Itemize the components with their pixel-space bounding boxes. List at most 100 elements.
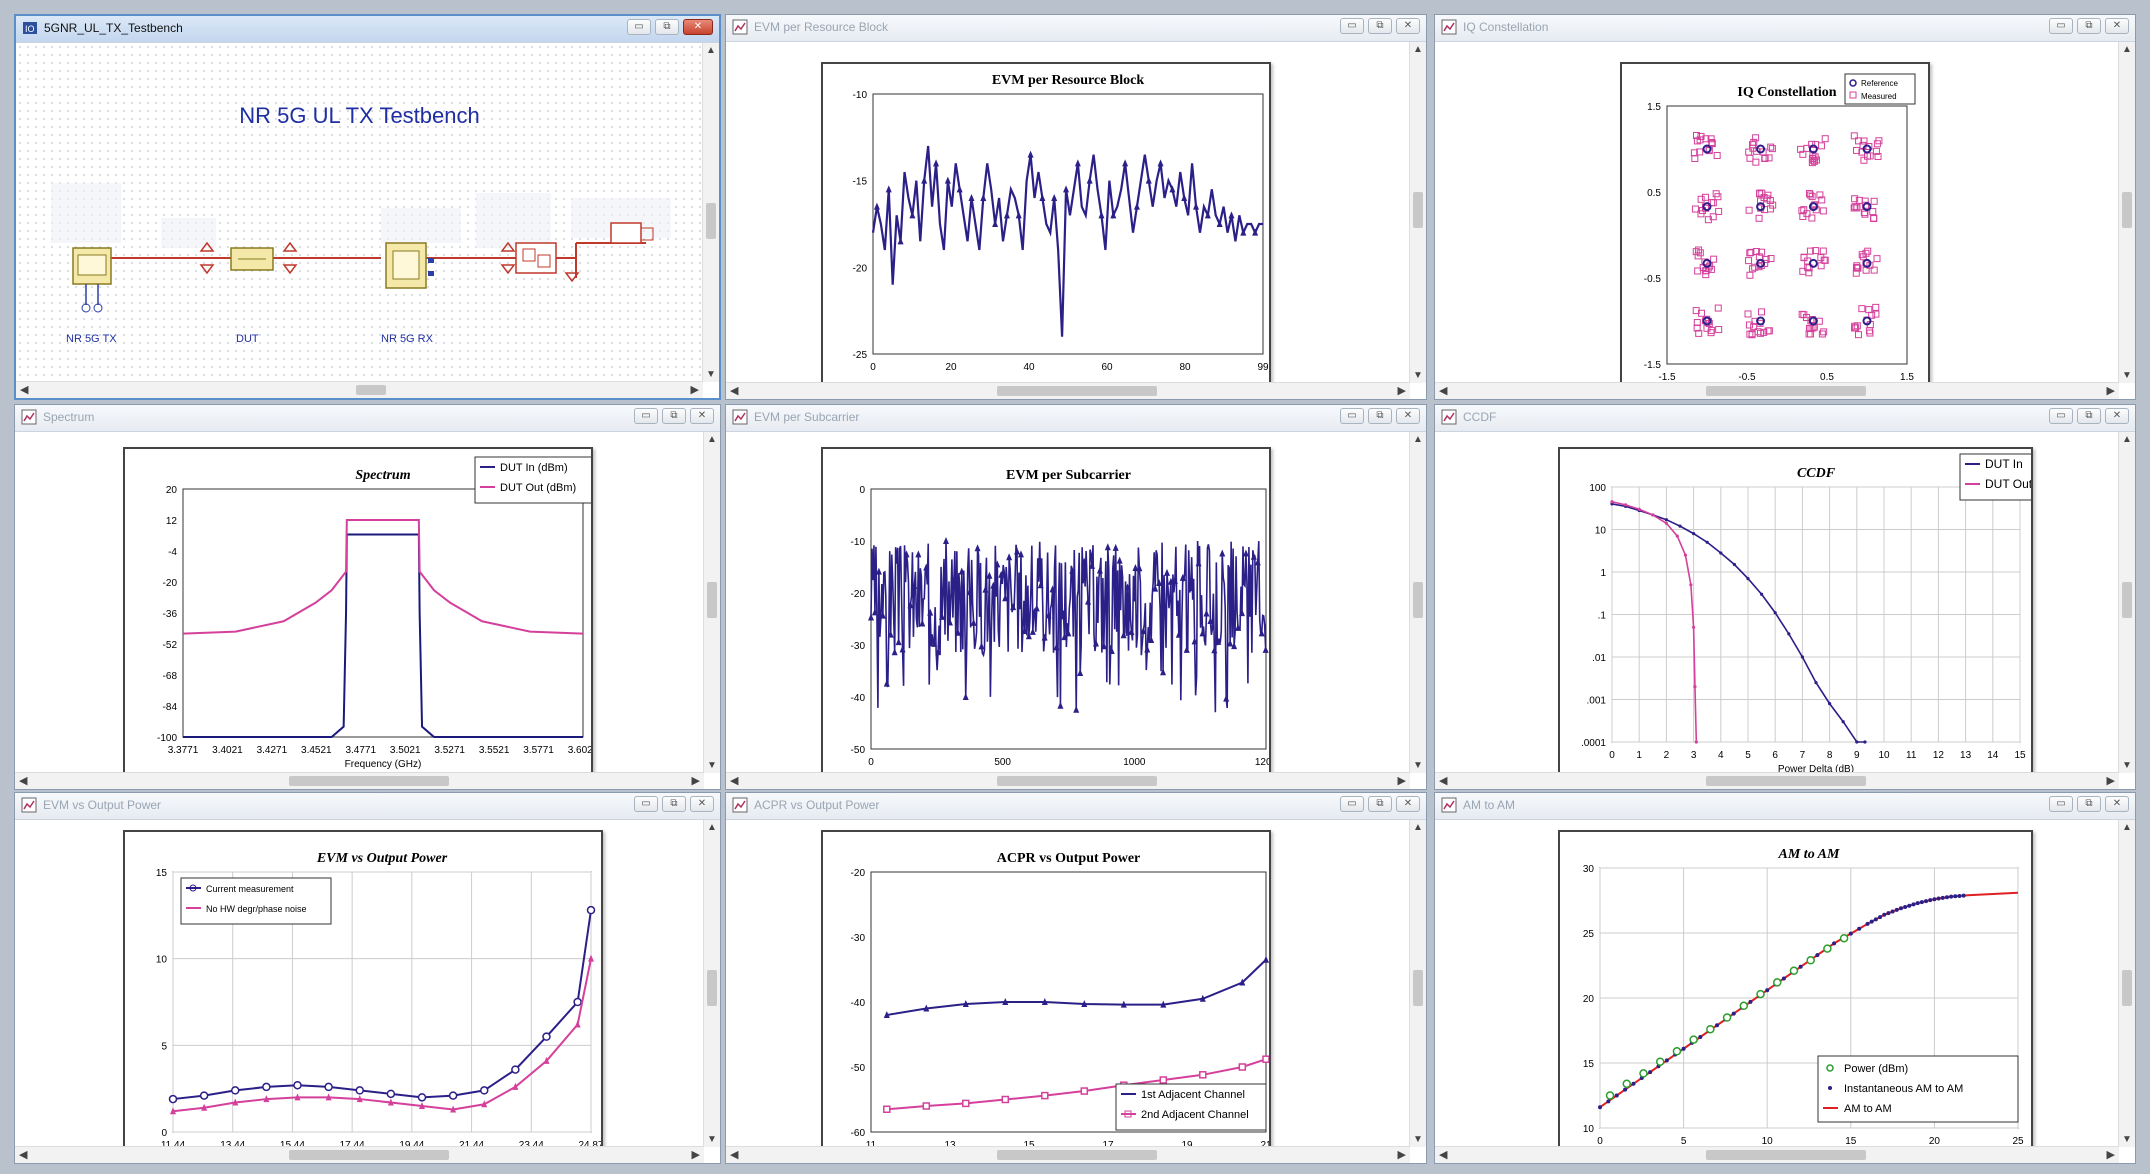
minimize-button[interactable]: ▭: [1340, 18, 1364, 34]
minimize-button[interactable]: ▭: [2049, 796, 2073, 812]
data-point: [586, 905, 596, 915]
horizontal-scrollbar[interactable]: ◀ ▶: [1435, 382, 2119, 399]
window-titlebar[interactable]: CCDF ▭ ⧉ ✕: [1435, 405, 2135, 432]
window-titlebar[interactable]: EVM per Subcarrier ▭ ⧉ ✕: [726, 405, 1426, 432]
data-point: [1841, 720, 1845, 724]
evm-per-subcarrier-window[interactable]: EVM per Subcarrier ▭ ⧉ ✕ EVM per Subcarrier 0…: [725, 404, 1427, 790]
power-point: [1806, 956, 1815, 965]
measured-point: [1858, 251, 1866, 259]
schematic-window[interactable]: IO 5GNR_UL_TX_Testbench ▭ ⧉ ✕ NR 5G UL T…: [14, 14, 721, 400]
horizontal-scrollbar[interactable]: ◀ ▶: [726, 1146, 1410, 1163]
am-to-am-window[interactable]: AM to AM ▭ ⧉ ✕ AM to AM 0 5 10 15 20 25 30 25 20 15 10 P…: [1434, 792, 2136, 1164]
data-point: [1061, 633, 1068, 641]
data-point: [1136, 564, 1143, 572]
measured-point: [1713, 151, 1721, 159]
window-titlebar[interactable]: IQ Constellation ▭ ⧉ ✕: [1435, 15, 2135, 42]
minimize-button[interactable]: ▭: [2049, 18, 2073, 34]
vertical-scrollbar[interactable]: ▲ ▼: [702, 43, 719, 382]
minimize-button[interactable]: ▭: [1340, 796, 1364, 812]
maximize-button[interactable]: ⧉: [1368, 18, 1392, 34]
measured-point: [1707, 326, 1715, 334]
window-titlebar[interactable]: ACPR vs Output Power ▭ ⧉ ✕: [726, 793, 1426, 820]
plot-frame: IQ Constellation -1.5 -0.5 0.5 1.5 1.5 0.5 -0.5…: [1620, 62, 1930, 392]
reference-point: [1756, 202, 1766, 212]
vertical-scrollbar[interactable]: ▲ ▼: [1409, 820, 1426, 1147]
iq-constellation-window[interactable]: IQ Constellation ▭ ⧉ ✕ IQ Constellation -1.5-…: [1434, 14, 2136, 400]
ccdf-window[interactable]: CCDF ▭ ⧉ ✕ CCDF 0 1 2 3 4 5 6 7 8 9 10 11 12 13 14 15 100 10 1.…: [1434, 404, 2136, 790]
data-point: [1128, 627, 1135, 635]
data-point: [1140, 627, 1147, 635]
horizontal-scrollbar[interactable]: ◀ ▶: [1435, 772, 2119, 789]
minimize-button[interactable]: ▭: [634, 408, 658, 424]
y-tick-label: -10: [853, 90, 868, 101]
maximize-button[interactable]: ⧉: [662, 796, 686, 812]
vertical-scrollbar[interactable]: ▲ ▼: [703, 432, 720, 773]
minimize-button[interactable]: ▭: [634, 796, 658, 812]
maximize-button[interactable]: ⧉: [662, 408, 686, 424]
window-titlebar[interactable]: EVM vs Output Power ▭ ⧉ ✕: [15, 793, 720, 820]
data-point: [1039, 194, 1046, 201]
x-tick-label: 17: [1102, 1140, 1114, 1151]
close-button[interactable]: ✕: [690, 408, 714, 424]
vertical-scrollbar[interactable]: ▲ ▼: [2118, 42, 2135, 383]
close-button[interactable]: ✕: [1396, 408, 1420, 424]
close-button[interactable]: ✕: [1396, 18, 1420, 34]
legend-marker: [189, 884, 197, 892]
data-point: [962, 999, 969, 1007]
horizontal-scrollbar[interactable]: ◀ ▶: [15, 1146, 704, 1163]
data-point: [1057, 701, 1064, 709]
maximize-button[interactable]: ⧉: [1368, 408, 1392, 424]
x-tick-label: 3.3771: [168, 745, 199, 756]
window-titlebar[interactable]: Spectrum ▭ ⧉ ✕: [15, 405, 720, 432]
data-point: [542, 1032, 551, 1041]
schematic-titlebar[interactable]: IO 5GNR_UL_TX_Testbench ▭ ⧉ ✕: [16, 16, 719, 43]
measured-point: [1768, 145, 1776, 153]
maximize-button[interactable]: ⧉: [2077, 18, 2101, 34]
horizontal-scrollbar[interactable]: ◀ ▶: [1435, 1146, 2119, 1163]
horizontal-scrollbar[interactable]: ◀ ▶: [726, 772, 1410, 789]
vertical-scrollbar[interactable]: ▲ ▼: [1409, 42, 1426, 383]
close-button[interactable]: ✕: [690, 796, 714, 812]
evm-vs-output-power-window[interactable]: EVM vs Output Power ▭ ⧉ ✕ EVM vs Output Powe…: [14, 792, 721, 1164]
vertical-scrollbar[interactable]: ▲ ▼: [703, 820, 720, 1147]
horizontal-scrollbar[interactable]: ◀ ▶: [726, 382, 1410, 399]
vertical-scrollbar[interactable]: ▲ ▼: [2118, 820, 2135, 1147]
vertical-scrollbar[interactable]: ▲ ▼: [2118, 432, 2135, 773]
window-titlebar[interactable]: EVM per Resource Block ▭ ⧉ ✕: [726, 15, 1426, 42]
data-point: [1120, 1000, 1127, 1008]
minimize-button[interactable]: ▭: [627, 19, 651, 35]
reference-point: [1862, 316, 1872, 326]
spectrum-window[interactable]: Spectrum ▭ ⧉ ✕ Spectrum 3.3771 3.4021 3.4271 3.4…: [14, 404, 721, 790]
minimize-button[interactable]: ▭: [2049, 408, 2073, 424]
y-tick-label: -25: [853, 350, 868, 361]
close-button[interactable]: ✕: [2105, 408, 2129, 424]
close-button[interactable]: ✕: [2105, 796, 2129, 812]
vertical-scrollbar[interactable]: ▲ ▼: [1409, 432, 1426, 773]
acpr-vs-output-power-window[interactable]: ACPR vs Output Power ▭ ⧉ ✕ ACPR vs Output Po…: [725, 792, 1427, 1164]
data-point: [1689, 583, 1693, 587]
horizontal-scrollbar[interactable]: ◀ ▶: [16, 381, 703, 398]
window-titlebar[interactable]: AM to AM ▭ ⧉ ✕: [1435, 793, 2135, 820]
maximize-button[interactable]: ⧉: [2077, 796, 2101, 812]
close-button[interactable]: ✕: [1396, 796, 1420, 812]
inst-am-point: [1944, 895, 1949, 900]
data-point: [1693, 685, 1697, 689]
y-tick-label: -52: [163, 640, 178, 651]
close-button[interactable]: ✕: [2105, 18, 2129, 34]
reference-point: [1808, 202, 1818, 212]
minimize-button[interactable]: ▭: [1340, 408, 1364, 424]
schematic-canvas[interactable]: NR 5G UL TX Testbench: [16, 43, 703, 382]
maximize-button[interactable]: ⧉: [2077, 408, 2101, 424]
horizontal-scrollbar[interactable]: ◀ ▶: [15, 772, 704, 789]
measured-point: [1745, 321, 1753, 329]
close-button[interactable]: ✕: [683, 19, 713, 35]
window-title: IQ Constellation: [1463, 20, 1549, 34]
evm-per-rb-window[interactable]: EVM per Resource Block ▭ ⧉ ✕ EVM per Resourc…: [725, 14, 1427, 400]
data-point: [868, 613, 874, 621]
maximize-button[interactable]: ⧉: [655, 19, 679, 35]
maximize-button[interactable]: ⧉: [1368, 796, 1392, 812]
data-point: [1098, 211, 1105, 219]
x-tick-label: 25: [2012, 1136, 2024, 1147]
data-point: [1719, 551, 1723, 555]
inst-am-point: [1873, 917, 1878, 922]
